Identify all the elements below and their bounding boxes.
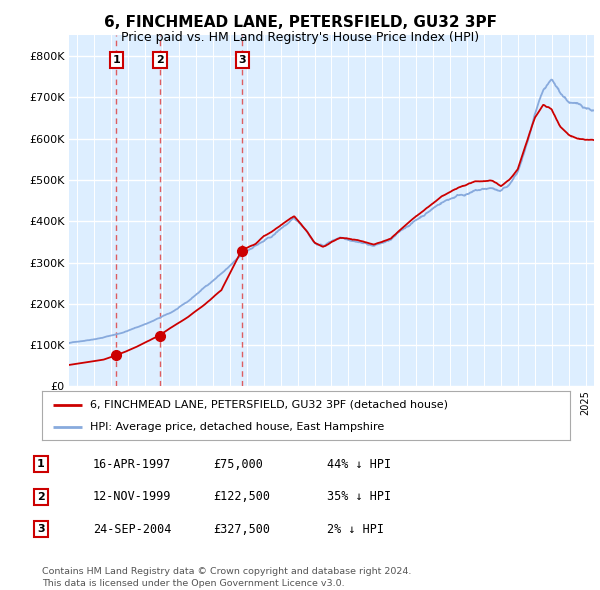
Text: Price paid vs. HM Land Registry's House Price Index (HPI): Price paid vs. HM Land Registry's House …	[121, 31, 479, 44]
Text: 2: 2	[37, 492, 44, 502]
Text: £75,000: £75,000	[213, 458, 263, 471]
Text: 16-APR-1997: 16-APR-1997	[93, 458, 172, 471]
Text: HPI: Average price, detached house, East Hampshire: HPI: Average price, detached house, East…	[89, 422, 384, 432]
Text: £327,500: £327,500	[213, 523, 270, 536]
Text: 6, FINCHMEAD LANE, PETERSFIELD, GU32 3PF (detached house): 6, FINCHMEAD LANE, PETERSFIELD, GU32 3PF…	[89, 399, 448, 409]
Text: 35% ↓ HPI: 35% ↓ HPI	[327, 490, 391, 503]
Text: £122,500: £122,500	[213, 490, 270, 503]
Text: 2: 2	[156, 55, 164, 65]
Text: 1: 1	[112, 55, 120, 65]
Text: 6, FINCHMEAD LANE, PETERSFIELD, GU32 3PF: 6, FINCHMEAD LANE, PETERSFIELD, GU32 3PF	[104, 15, 497, 30]
Text: 2% ↓ HPI: 2% ↓ HPI	[327, 523, 384, 536]
Text: 1: 1	[37, 460, 44, 469]
Text: 3: 3	[238, 55, 246, 65]
Text: 12-NOV-1999: 12-NOV-1999	[93, 490, 172, 503]
Text: 3: 3	[37, 525, 44, 534]
Text: 24-SEP-2004: 24-SEP-2004	[93, 523, 172, 536]
Text: 44% ↓ HPI: 44% ↓ HPI	[327, 458, 391, 471]
Text: Contains HM Land Registry data © Crown copyright and database right 2024.
This d: Contains HM Land Registry data © Crown c…	[42, 567, 412, 588]
